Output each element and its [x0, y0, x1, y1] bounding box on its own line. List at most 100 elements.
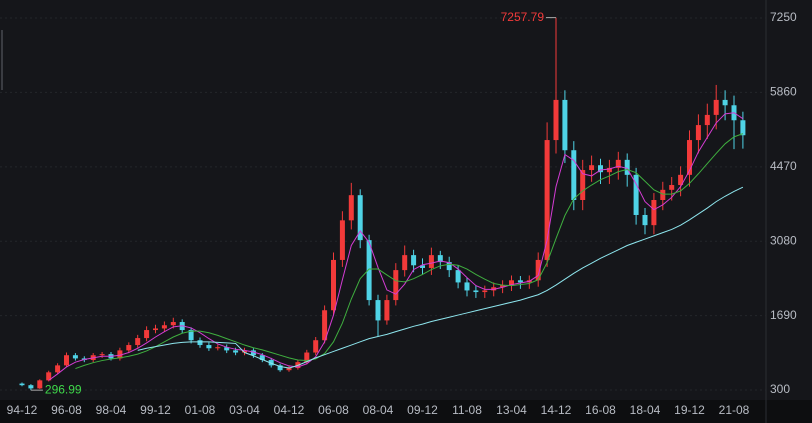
- candle-body: [713, 99, 719, 115]
- candle-body: [286, 368, 292, 371]
- candle-body: [339, 220, 345, 260]
- candle-body: [615, 159, 621, 168]
- candle-body: [428, 255, 434, 268]
- x-tick-label: 08-04: [363, 403, 394, 417]
- candle-body: [446, 262, 452, 271]
- x-tick-label: 18-04: [630, 403, 661, 417]
- candle-body: [188, 330, 194, 341]
- candle-body: [215, 347, 221, 349]
- candle-body: [687, 140, 692, 175]
- candle-body: [375, 300, 381, 321]
- candle-body: [420, 265, 425, 268]
- candle-body: [669, 185, 675, 190]
- candle-body: [642, 214, 648, 226]
- candle-body: [517, 280, 523, 283]
- candle-body: [704, 114, 710, 126]
- candle-body: [500, 285, 506, 288]
- candle-body: [64, 355, 69, 366]
- x-tick-label: 09-12: [407, 403, 438, 417]
- candle-body: [464, 282, 470, 291]
- candle-body: [46, 372, 52, 381]
- candle-body: [598, 165, 603, 173]
- candle-body: [19, 383, 25, 386]
- candle-body: [224, 347, 230, 351]
- x-tick-label: 98-04: [96, 403, 127, 417]
- moving-average-line: [75, 133, 744, 370]
- candle-body: [740, 120, 746, 136]
- candle-body: [411, 255, 417, 266]
- x-axis-band: [0, 400, 812, 423]
- y-tick-label: 300: [770, 382, 790, 396]
- candle-body: [633, 174, 639, 215]
- moving-average-line: [48, 112, 744, 381]
- candle-body: [589, 165, 595, 171]
- y-tick-label: 1690: [770, 308, 797, 322]
- candle-body: [678, 174, 684, 186]
- x-tick-label: 01-08: [185, 403, 216, 417]
- candle-body: [571, 150, 577, 200]
- candle-body: [135, 338, 141, 346]
- candle-body: [259, 355, 265, 361]
- candle-body: [313, 340, 319, 353]
- candle-body: [695, 125, 701, 141]
- candle-body: [197, 340, 203, 346]
- candle-body: [348, 195, 354, 221]
- candle-body: [117, 350, 123, 359]
- candle-body: [562, 99, 568, 151]
- candle-body: [206, 345, 212, 349]
- candle-body: [473, 290, 479, 293]
- candle-body: [509, 280, 514, 286]
- x-tick-label: 04-12: [274, 403, 305, 417]
- candle-body: [37, 380, 43, 389]
- x-tick-label: 14-12: [541, 403, 572, 417]
- candle-body: [553, 99, 559, 141]
- candle-body: [28, 385, 34, 389]
- x-tick-label: 19-12: [674, 403, 705, 417]
- y-tick-label: 5860: [770, 85, 797, 99]
- candle-body: [357, 195, 363, 241]
- candle-body: [304, 352, 310, 363]
- candle-body: [322, 310, 328, 341]
- candle-body: [437, 255, 443, 263]
- candle-body: [233, 350, 239, 353]
- candle-body: [660, 189, 666, 200]
- candle-body: [277, 365, 283, 371]
- candle-body: [624, 159, 630, 175]
- candle-body: [161, 325, 167, 329]
- x-tick-label: 03-04: [229, 403, 260, 417]
- candle-body: [455, 270, 461, 283]
- candle-body: [491, 287, 497, 291]
- y-tick-label: 4470: [770, 159, 797, 173]
- candle-body: [144, 330, 150, 339]
- candle-body: [384, 300, 390, 321]
- candle-body: [722, 99, 728, 106]
- candle-body: [153, 328, 158, 331]
- candle-body: [250, 350, 256, 356]
- candle-body: [99, 354, 105, 356]
- candle-body: [580, 170, 586, 200]
- max-label: 7257.79: [501, 10, 545, 24]
- x-tick-label: 94-12: [7, 403, 38, 417]
- min-label: 296.99: [45, 382, 82, 396]
- candle-body: [606, 167, 612, 173]
- candle-body: [366, 240, 372, 301]
- x-tick-label: 13-04: [496, 403, 527, 417]
- candle-body: [170, 322, 176, 326]
- candle-body: [126, 345, 132, 351]
- x-tick-label: 96-08: [51, 403, 82, 417]
- x-tick-label: 21-08: [719, 403, 750, 417]
- candle-body: [544, 140, 550, 260]
- candle-body: [393, 270, 399, 301]
- candle-body: [482, 290, 488, 293]
- candle-body: [651, 200, 657, 226]
- moving-average-line: [137, 186, 744, 369]
- x-tick-label: 99-12: [140, 403, 171, 417]
- candle-body: [331, 259, 336, 311]
- y-tick-label: 7250: [770, 10, 797, 24]
- candle-body: [402, 255, 408, 271]
- candle-body: [72, 355, 78, 359]
- candle-body: [242, 350, 247, 353]
